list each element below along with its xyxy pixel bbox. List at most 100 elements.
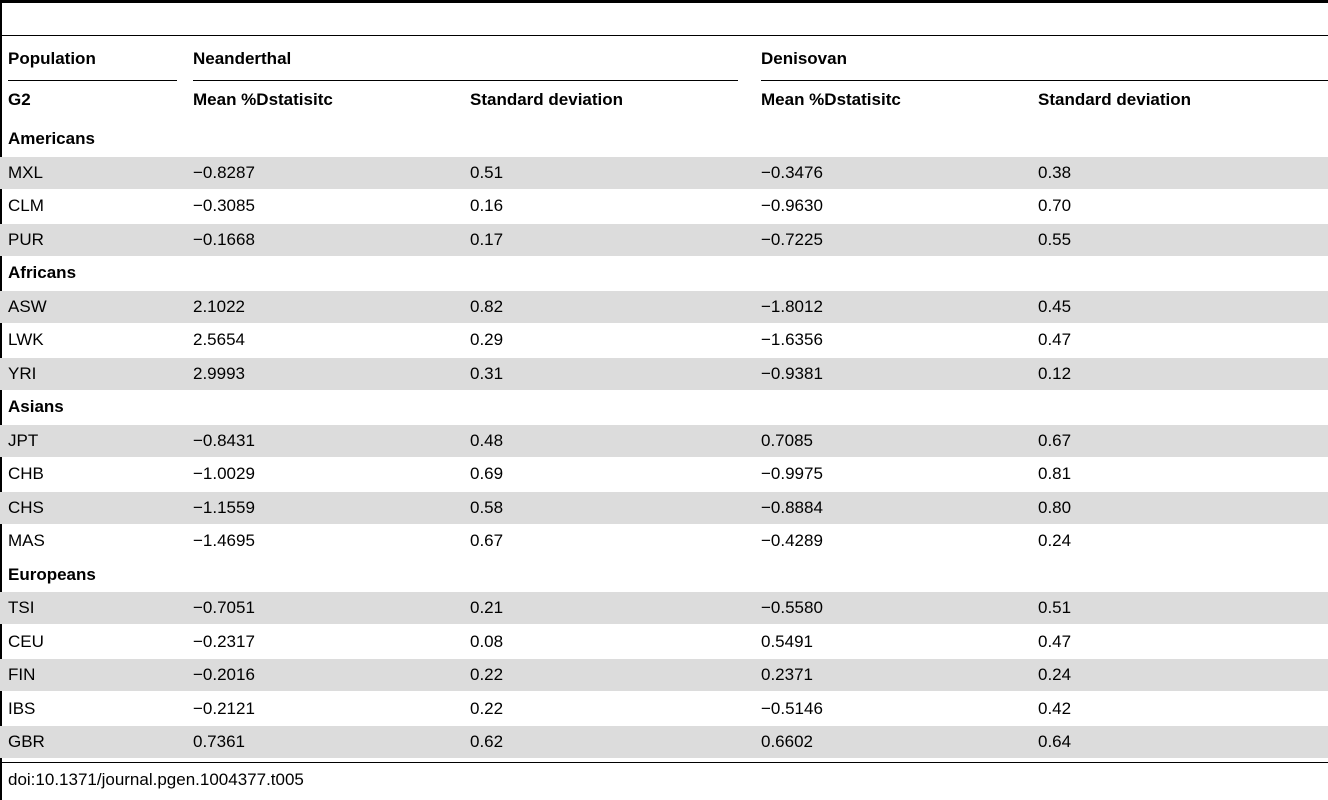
- table-row: JPT −0.8431 0.48 0.7085 0.67: [0, 424, 1328, 457]
- neanderthal-sd-cell: 0.58: [470, 497, 504, 517]
- group-label: Americans: [8, 129, 95, 148]
- population-cell: CEU: [8, 631, 44, 651]
- denisovan-mean-cell: 0.6602: [761, 732, 813, 751]
- denisovan-mean-cell: −0.9381: [761, 363, 823, 383]
- header-neanderthal: Neanderthal: [193, 49, 292, 68]
- neanderthal-mean-cell: 2.5654: [193, 330, 245, 349]
- neanderthal-mean-cell: −0.7051: [193, 598, 255, 617]
- denisovan-sd-cell: 0.80: [1038, 497, 1072, 517]
- denisovan-sd-cell: 0.42: [1038, 698, 1072, 718]
- denisovan-mean-cell: −1.8012: [761, 296, 823, 316]
- table-row: ASW 2.1022 0.82 −1.8012 0.45: [0, 290, 1328, 323]
- denisovan-sd-cell: 0.70: [1038, 196, 1072, 215]
- table-row: LWK 2.5654 0.29 −1.6356 0.47: [0, 324, 1328, 356]
- population-cell: YRI: [8, 363, 37, 383]
- neanderthal-sd-cell: 0.48: [470, 430, 504, 450]
- neanderthal-mean-cell: 0.7361: [193, 732, 245, 751]
- denisovan-mean-cell: 0.5491: [761, 631, 813, 651]
- population-cell: ASW: [8, 296, 47, 316]
- denisovan-mean-cell: 0.2371: [761, 665, 813, 684]
- table-row: GBR 0.7361 0.62 0.6602 0.64: [0, 726, 1328, 758]
- denisovan-mean-cell: −0.7225: [761, 229, 823, 249]
- population-cell: PUR: [8, 229, 44, 249]
- neanderthal-sd-cell: 0.82: [470, 296, 504, 316]
- neanderthal-mean-cell: −1.4695: [193, 531, 255, 550]
- neanderthal-sd-cell: 0.22: [470, 698, 504, 718]
- denisovan-mean-cell: −0.9630: [761, 196, 823, 215]
- population-cell: TSI: [8, 598, 35, 617]
- neanderthal-sd-cell: 0.31: [470, 363, 504, 383]
- denisovan-mean-cell: −0.4289: [761, 531, 823, 550]
- neanderthal-sd-cell: 0.21: [470, 598, 504, 617]
- table-row: FIN −0.2016 0.22 0.2371 0.24: [0, 659, 1328, 691]
- neanderthal-mean-cell: −0.8431: [193, 430, 255, 450]
- neanderthal-sd-cell: 0.16: [470, 196, 504, 215]
- header-denisovan-mean: Mean %Dstatisitc: [761, 90, 901, 109]
- neanderthal-underline: [193, 80, 738, 81]
- population-cell: LWK: [8, 330, 44, 349]
- neanderthal-sd-cell: 0.69: [470, 464, 504, 483]
- neanderthal-mean-cell: 2.1022: [193, 296, 245, 316]
- left-border: [0, 0, 2, 800]
- table-row: CEU −0.2317 0.08 0.5491 0.47: [0, 626, 1328, 658]
- population-cell: CLM: [8, 196, 44, 215]
- population-cell: CHB: [8, 464, 44, 483]
- denisovan-sd-cell: 0.81: [1038, 464, 1072, 483]
- population-cell: MAS: [8, 531, 45, 550]
- table-row: PUR −0.1668 0.17 −0.7225 0.55: [0, 223, 1328, 256]
- table-row: MAS −1.4695 0.67 −0.4289 0.24: [0, 525, 1328, 557]
- group-label: Africans: [8, 263, 77, 282]
- population-underline: [8, 80, 177, 81]
- denisovan-sd-cell: 0.45: [1038, 296, 1072, 316]
- denisovan-mean-cell: −0.8884: [761, 497, 823, 517]
- neanderthal-sd-cell: 0.08: [470, 631, 504, 651]
- header-top-rule: [0, 35, 1328, 36]
- neanderthal-mean-cell: −0.3085: [193, 196, 255, 215]
- denisovan-sd-cell: 0.51: [1038, 598, 1072, 617]
- group-header-row: Americans: [0, 123, 1328, 155]
- denisovan-sd-cell: 0.55: [1038, 229, 1072, 249]
- table-row: YRI 2.9993 0.31 −0.9381 0.12: [0, 357, 1328, 390]
- denisovan-sd-cell: 0.47: [1038, 330, 1072, 349]
- group-label: Asians: [8, 397, 64, 416]
- neanderthal-mean-cell: −0.1668: [193, 229, 255, 249]
- header-population: Population: [8, 49, 96, 68]
- neanderthal-sd-cell: 0.62: [470, 732, 504, 751]
- neanderthal-mean-cell: −0.2317: [193, 631, 255, 651]
- table-row: IBS −0.2121 0.22 −0.5146 0.42: [0, 693, 1328, 725]
- doi-footer: doi:10.1371/journal.pgen.1004377.t005: [8, 770, 304, 789]
- neanderthal-sd-cell: 0.29: [470, 330, 504, 349]
- population-cell: CHS: [8, 497, 44, 517]
- group-header-row: Africans: [0, 257, 1328, 289]
- denisovan-mean-cell: −0.9975: [761, 464, 823, 483]
- table-bottom-rule: [0, 762, 1328, 763]
- neanderthal-mean-cell: −0.2016: [193, 665, 255, 684]
- population-cell: FIN: [8, 665, 36, 684]
- table-row: TSI −0.7051 0.21 −0.5580 0.51: [0, 592, 1328, 624]
- denisovan-sd-cell: 0.12: [1038, 363, 1072, 383]
- header-neanderthal-sd: Standard deviation: [470, 90, 624, 109]
- denisovan-mean-cell: 0.7085: [761, 430, 813, 450]
- header-denisovan-sd: Standard deviation: [1038, 90, 1192, 109]
- group-label: Europeans: [8, 564, 96, 584]
- neanderthal-sd-cell: 0.51: [470, 162, 504, 182]
- header-neanderthal-mean: Mean %Dstatisitc: [193, 90, 333, 109]
- table-row: MXL −0.8287 0.51 −0.3476 0.38: [0, 156, 1328, 189]
- population-cell: MXL: [8, 162, 43, 182]
- denisovan-sd-cell: 0.64: [1038, 732, 1072, 751]
- top-border: [0, 0, 1328, 3]
- neanderthal-sd-cell: 0.17: [470, 229, 504, 249]
- denisovan-mean-cell: −1.6356: [761, 330, 823, 349]
- population-cell: IBS: [8, 698, 36, 718]
- population-cell: JPT: [8, 430, 39, 450]
- denisovan-sd-cell: 0.47: [1038, 631, 1072, 651]
- neanderthal-mean-cell: −1.0029: [193, 464, 255, 483]
- header-denisovan: Denisovan: [761, 49, 847, 68]
- denisovan-sd-cell: 0.67: [1038, 430, 1072, 450]
- denisovan-sd-cell: 0.24: [1038, 665, 1072, 684]
- neanderthal-mean-cell: −0.2121: [193, 698, 255, 718]
- table-row: CLM −0.3085 0.16 −0.9630 0.70: [0, 190, 1328, 222]
- table-row: CHB −1.0029 0.69 −0.9975 0.81: [0, 458, 1328, 490]
- header-g2: G2: [8, 90, 31, 109]
